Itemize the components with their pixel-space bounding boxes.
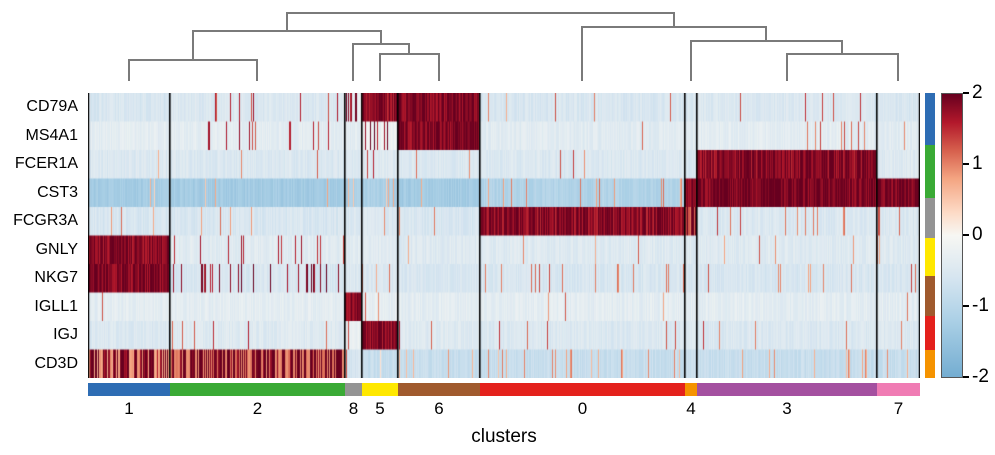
cluster-bar-segment-3 <box>697 383 877 396</box>
colorbar-tick <box>963 163 969 165</box>
cluster-label-3: 3 <box>782 399 792 418</box>
heatmap-canvas <box>88 93 920 378</box>
cluster-label-7: 7 <box>893 399 904 418</box>
gene-label-fcer1a: FCER1A <box>14 155 78 172</box>
colorbar-label-0: 0 <box>972 224 983 245</box>
row-strip-segment <box>925 93 935 145</box>
cluster-bar-segment-1 <box>88 383 170 396</box>
row-strip-segment <box>925 350 935 378</box>
gene-label-cst3: CST3 <box>37 183 78 201</box>
row-strip-segment <box>925 276 935 316</box>
cluster-label-2: 2 <box>252 399 263 418</box>
x-axis-title: clusters <box>471 426 537 447</box>
cluster-label-5: 5 <box>375 399 385 418</box>
cluster-bar-segment-5 <box>362 383 398 396</box>
colorbar-label-1: 1 <box>972 153 983 174</box>
gene-label-nkg7: NKG7 <box>34 269 78 286</box>
gene-axis-labels: CD79A MS4A1 FCER1A CST3 FCGR3A GNLY NKG7… <box>0 93 82 378</box>
cluster-label-6: 6 <box>434 399 444 418</box>
gene-label-gnly: GNLY <box>35 240 78 258</box>
row-strip-segment <box>925 198 935 238</box>
cluster-label-8: 8 <box>348 399 359 418</box>
gene-label-igj: IGJ <box>53 326 78 343</box>
colorbar-label-2: 2 <box>972 82 983 103</box>
cluster-color-bar <box>88 383 920 396</box>
dendrogram <box>128 12 899 81</box>
row-strip-segment <box>925 145 935 198</box>
colorbar-label-neg2: -2 <box>972 366 989 387</box>
colorbar-tick <box>963 305 969 307</box>
colorbar-tick <box>963 92 969 94</box>
row-strip-segment <box>925 238 935 276</box>
colorbar-gradient <box>941 93 963 378</box>
colorbar-tick <box>963 376 969 378</box>
gene-label-cd3d: CD3D <box>34 354 78 372</box>
cluster-label-0: 0 <box>577 399 588 418</box>
gene-cluster-strip <box>925 93 935 378</box>
cluster-label-4: 4 <box>686 399 696 418</box>
cluster-bar-segment-2 <box>170 383 345 396</box>
cluster-bar-segment-8 <box>345 383 362 396</box>
colorbar-label-neg1: -1 <box>972 295 989 316</box>
cluster-label-1: 1 <box>124 399 134 418</box>
gene-label-ms4a1: MS4A1 <box>25 126 78 144</box>
colorbar-tick <box>963 234 969 236</box>
gene-label-igll1: IGLL1 <box>34 297 78 315</box>
gene-label-cd79a: CD79A <box>26 98 78 115</box>
row-strip-segment <box>925 316 935 350</box>
cluster-bar-segment-6 <box>398 383 480 396</box>
cluster-bar-segment-7 <box>877 383 920 396</box>
cluster-bar-segment-4 <box>685 383 697 396</box>
cluster-bar-segment-0 <box>480 383 685 396</box>
gene-label-fcgr3a: FCGR3A <box>13 212 78 229</box>
